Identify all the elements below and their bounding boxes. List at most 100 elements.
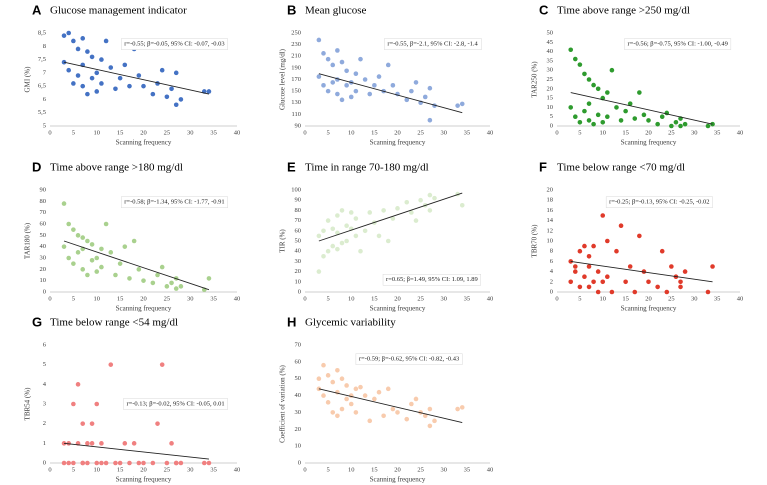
x-tick-label: 10 — [348, 466, 355, 473]
data-point — [353, 71, 359, 76]
data-point — [89, 242, 95, 247]
data-point — [66, 221, 71, 227]
data-point — [358, 248, 363, 254]
y-tick-label: 6 — [43, 96, 47, 103]
data-point — [678, 284, 683, 290]
x-axis-label: Scanning frequency — [621, 139, 677, 147]
data-point — [339, 240, 345, 246]
data-point — [330, 80, 336, 85]
trend-line — [63, 442, 209, 460]
data-point — [427, 208, 433, 213]
x-tick-label: 35 — [464, 295, 471, 302]
x-tick-label: 20 — [645, 129, 652, 136]
y-tick-label: 25 — [547, 76, 554, 83]
x-axis-label: Scanning frequency — [116, 139, 172, 147]
y-tick-label: 20 — [295, 268, 302, 275]
y-tick-label: 8,5 — [38, 29, 46, 36]
data-point — [66, 460, 71, 466]
y-axis-label: GMI (%) — [24, 66, 32, 93]
data-point — [117, 261, 123, 266]
panel-letter: A — [32, 2, 42, 17]
annotation: r=-0.55; β=-0.05, 95% CI: -0.07, -0.03 — [124, 41, 224, 48]
data-point — [427, 117, 433, 123]
data-point — [141, 278, 146, 283]
data-point — [577, 248, 583, 254]
x-tick-label: 15 — [371, 295, 378, 302]
y-tick-label: 20 — [547, 85, 554, 92]
data-point — [173, 286, 179, 291]
data-point — [94, 89, 100, 94]
data-point — [582, 71, 587, 77]
data-point — [325, 400, 331, 405]
data-point — [605, 90, 610, 95]
data-point — [173, 102, 179, 108]
data-point — [404, 199, 410, 205]
data-point — [655, 284, 660, 290]
data-point — [330, 379, 336, 385]
data-point — [573, 114, 578, 119]
data-point — [376, 74, 382, 79]
x-tick-label: 25 — [668, 129, 675, 136]
y-tick-label: 3 — [43, 400, 46, 407]
data-point — [108, 65, 114, 70]
data-point — [427, 85, 433, 91]
x-tick-label: 35 — [210, 129, 217, 136]
x-tick-label: 10 — [94, 466, 101, 473]
y-tick-label: 10 — [295, 278, 302, 285]
x-tick-label: 10 — [348, 295, 355, 302]
data-point — [348, 210, 354, 215]
y-tick-label: 20 — [547, 186, 554, 193]
trend-line — [63, 240, 210, 291]
x-tick-label: 0 — [48, 295, 51, 302]
data-point — [623, 279, 628, 285]
data-point — [325, 373, 331, 378]
x-tick-label: 20 — [394, 129, 401, 136]
x-tick-label: 40 — [234, 129, 241, 136]
data-point — [99, 81, 104, 86]
x-tick-label: 0 — [303, 295, 306, 302]
y-tick-label: 50 — [295, 375, 302, 382]
data-point — [80, 36, 86, 41]
x-tick-label: 15 — [117, 295, 124, 302]
data-point — [178, 284, 184, 289]
data-point — [150, 91, 156, 97]
x-tick-label: 20 — [140, 466, 147, 473]
annotation: r=-0.56; β=-0.75, 95% CI: -1.00, -0.49 — [627, 41, 727, 48]
data-point — [99, 264, 104, 270]
x-tick-label: 40 — [737, 129, 744, 136]
y-axis-label: TBR70 (%) — [531, 224, 539, 258]
data-point — [655, 121, 660, 127]
data-point — [99, 460, 104, 466]
data-point — [353, 88, 359, 94]
y-axis-label: TBR54 (%) — [24, 387, 32, 421]
data-point — [595, 269, 601, 274]
annotation-box — [605, 196, 713, 208]
panel-title: Time below range <70 mg/dl — [557, 162, 685, 174]
data-point — [159, 362, 165, 367]
y-tick-label: 50 — [40, 232, 47, 239]
data-point — [127, 276, 132, 281]
data-point — [136, 267, 142, 272]
data-point — [80, 83, 86, 89]
data-point — [577, 119, 583, 125]
data-point — [85, 238, 90, 244]
data-point — [71, 401, 76, 407]
data-point — [94, 269, 100, 274]
data-point — [108, 250, 114, 255]
data-point — [94, 460, 100, 466]
data-point — [321, 253, 326, 259]
y-tick-label: 7 — [43, 69, 47, 76]
y-tick-label: 60 — [40, 220, 47, 227]
data-point — [595, 112, 601, 118]
data-point — [85, 441, 90, 446]
annotation: r=-0.13; β=-0.02, 95% CI: -0.05, 0.01 — [126, 400, 224, 407]
data-point — [94, 70, 100, 76]
x-tick-label: 20 — [140, 295, 147, 302]
data-point — [659, 248, 665, 254]
trend-line — [318, 192, 463, 242]
data-point — [432, 195, 437, 201]
data-point — [455, 406, 460, 412]
y-axis-label: Glucose level (mg/dl) — [279, 48, 287, 110]
x-tick-label: 30 — [691, 129, 698, 136]
y-tick-label: 50 — [547, 29, 554, 36]
